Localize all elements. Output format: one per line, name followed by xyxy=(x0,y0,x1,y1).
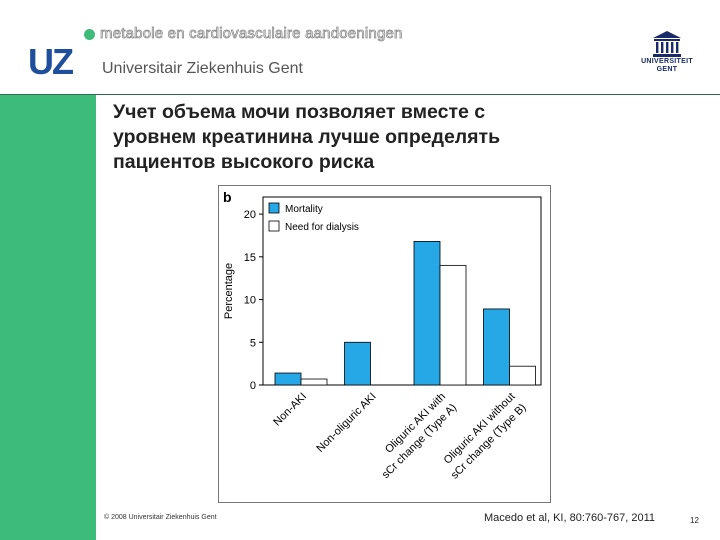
department-name: metabole en cardiovasculaire aandoeninge… xyxy=(100,25,403,43)
page-number: 12 xyxy=(690,516,699,525)
y-tick-label: 10 xyxy=(244,295,256,307)
bar-chart-figure: b 0 5 10 15 20 Percentage Non-AKI Non-oliguric A… xyxy=(218,185,551,503)
ugent-building-icon xyxy=(653,31,681,57)
bar-chart: b 0 5 10 15 20 Percentage Non-AKI Non-oliguric A… xyxy=(223,189,542,481)
x-tick-label: Non-oliguric AKI xyxy=(314,391,378,455)
header-divider xyxy=(0,94,720,95)
uz-logo: UZ xyxy=(28,44,75,78)
citation-text: Macedo et al, KI, 80:760-767, 2011 xyxy=(484,512,656,524)
slide-title-line2: уровнем креатинина лучше определять xyxy=(113,126,501,148)
y-axis-label: Percentage xyxy=(223,263,235,319)
panel-label: b xyxy=(223,189,232,205)
legend-swatch-mortality xyxy=(268,202,280,214)
plot-frame xyxy=(262,196,542,386)
legend-label: Mortality xyxy=(285,204,323,215)
bar-mortality xyxy=(344,341,371,386)
ugent-line2: GENT xyxy=(656,66,678,73)
bar-dialysis xyxy=(300,378,328,386)
ugent-logo: UNIVERSITEIT GENT xyxy=(636,30,698,80)
y-tick-label: 20 xyxy=(244,209,256,221)
slide-title-line1: Учет объема мочи позволяет вместе с xyxy=(113,101,486,123)
legend-label: Need for dialysis xyxy=(285,222,359,233)
legend-swatch-dialysis xyxy=(268,220,280,232)
uz-logo-text: UZ xyxy=(28,44,73,78)
slide-title-line3: пациентов высокого риска xyxy=(113,151,375,173)
bar-dialysis xyxy=(439,264,467,386)
y-tick-label: 5 xyxy=(250,337,256,349)
copyright-text: © 2008 Universitair Ziekenhuis Gent xyxy=(104,514,217,521)
slide-title: Учет объема мочи позволяет вместе с уров… xyxy=(113,100,633,175)
bar-mortality xyxy=(413,241,441,386)
x-tick-label: Non-AKI xyxy=(271,391,309,429)
bar-mortality xyxy=(483,308,510,386)
y-tick-label: 0 xyxy=(250,380,256,392)
hospital-name: Universitair Ziekenhuis Gent xyxy=(102,60,303,77)
department-dot-icon xyxy=(84,29,95,40)
side-accent-bar xyxy=(0,95,96,540)
y-tick-label: 15 xyxy=(244,252,256,264)
ugent-line1: UNIVERSITEIT xyxy=(641,58,693,65)
bar-dialysis xyxy=(509,365,536,386)
bar-mortality xyxy=(274,372,302,386)
